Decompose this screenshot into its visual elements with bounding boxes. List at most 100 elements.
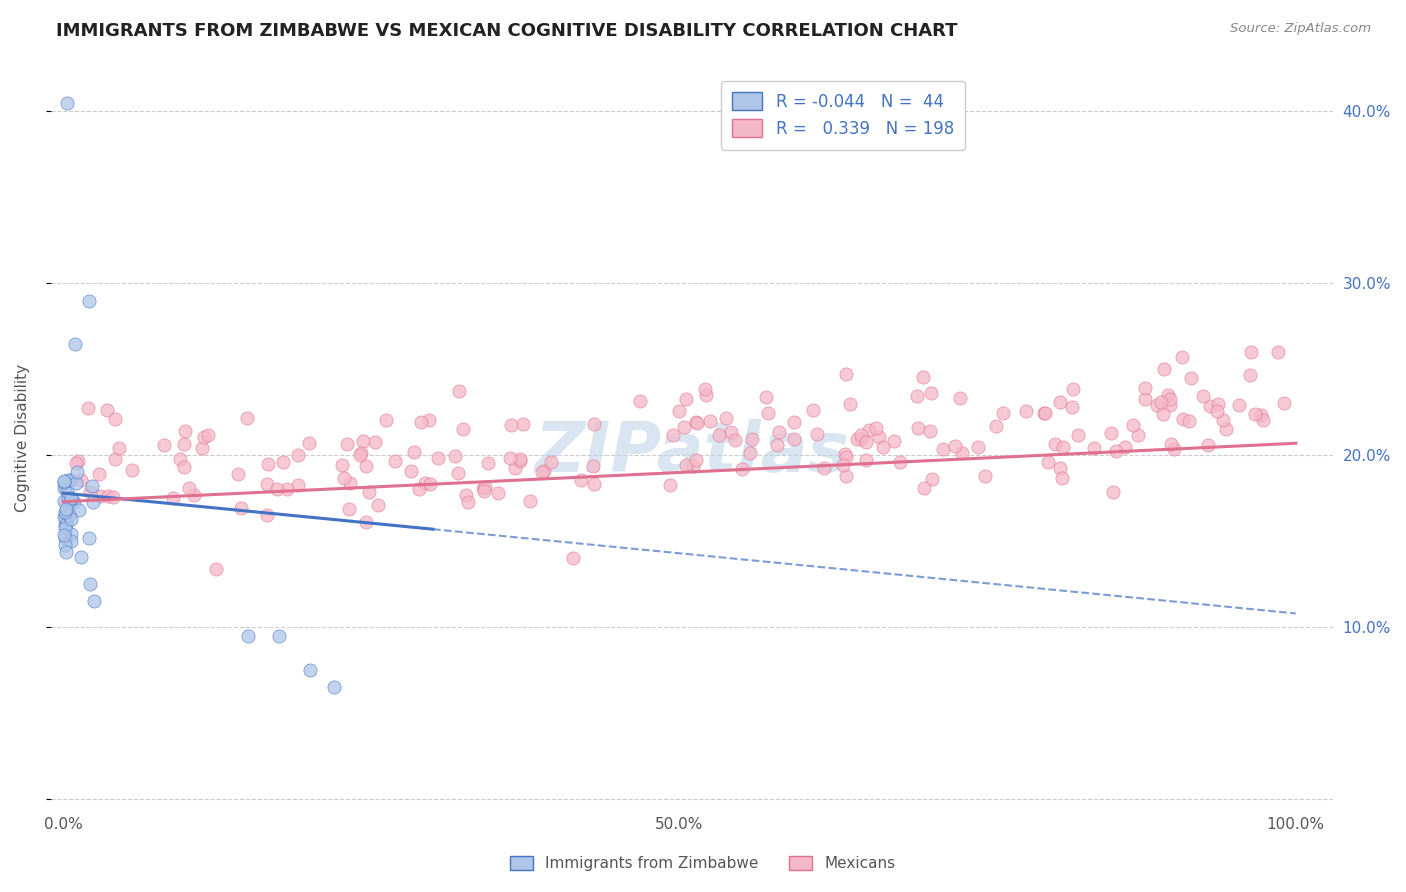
Point (357, 485, 380, 500)
Point (55, 512, 77, 526)
Point (716, 411, 738, 425)
Point (1212, 413, 1234, 427)
Point (256, 457, 278, 471)
Point (1126, 428, 1149, 442)
Point (402, 445, 425, 459)
Point (337, 502, 360, 516)
Point (707, 427, 730, 442)
Point (108, 441, 131, 455)
Point (1163, 442, 1185, 456)
Point (530, 465, 553, 479)
Point (889, 455, 911, 469)
Point (658, 478, 681, 492)
Point (323, 681, 346, 695)
Point (1239, 368, 1261, 382)
Point (1033, 406, 1056, 420)
Point (911, 370, 934, 384)
Point (1060, 400, 1083, 414)
Point (628, 393, 651, 408)
Point (766, 438, 789, 452)
Point (973, 468, 995, 483)
Point (226, 467, 249, 481)
Point (256, 508, 278, 523)
Point (533, 465, 555, 479)
Point (104, 412, 127, 426)
Point (755, 390, 778, 404)
Point (53, 475, 76, 489)
Legend: R = -0.044   N =  44, R =   0.339   N = 198: R = -0.044 N = 44, R = 0.339 N = 198 (721, 80, 966, 150)
Point (849, 428, 872, 442)
Point (474, 480, 496, 494)
Point (408, 483, 430, 497)
Point (1160, 437, 1182, 451)
Point (673, 420, 696, 434)
Point (519, 494, 541, 508)
Point (298, 436, 321, 450)
Point (367, 499, 389, 513)
Point (845, 432, 868, 446)
Point (699, 414, 721, 428)
Point (720, 425, 742, 439)
Point (65, 456, 87, 470)
Point (298, 663, 321, 677)
Point (97, 489, 120, 503)
Point (806, 427, 828, 442)
Point (835, 469, 858, 483)
Point (477, 456, 499, 470)
Point (675, 458, 697, 472)
Point (1159, 392, 1181, 406)
Point (79, 577, 101, 591)
Point (1157, 388, 1180, 402)
Point (731, 462, 754, 476)
Point (583, 417, 606, 431)
Point (193, 430, 215, 444)
Point (53, 505, 76, 519)
Point (231, 501, 253, 516)
Point (540, 455, 562, 469)
Y-axis label: Cognitive Disability: Cognitive Disability (15, 364, 30, 512)
Point (276, 482, 298, 496)
Point (1135, 392, 1157, 407)
Point (53, 474, 76, 488)
Point (1146, 398, 1168, 412)
Point (1038, 455, 1060, 469)
Point (1049, 394, 1071, 409)
Point (427, 450, 450, 465)
Point (413, 476, 436, 491)
Point (419, 477, 441, 491)
Point (1033, 406, 1056, 420)
Point (838, 397, 860, 411)
Point (907, 421, 929, 435)
Point (58, 473, 80, 487)
Point (162, 491, 184, 506)
Point (1122, 418, 1144, 433)
Point (1192, 389, 1215, 403)
Point (53, 521, 76, 535)
Point (1067, 428, 1090, 442)
Point (60, 527, 83, 541)
Point (662, 427, 685, 442)
Point (399, 464, 422, 478)
Point (53, 538, 76, 552)
Point (447, 467, 470, 481)
Point (685, 452, 707, 467)
Point (55, 501, 77, 516)
Point (693, 382, 716, 396)
Point (330, 458, 353, 472)
Point (685, 415, 707, 429)
Point (190, 442, 212, 456)
Point (675, 392, 697, 406)
Point (1114, 441, 1136, 455)
Point (472, 481, 495, 495)
Point (1153, 362, 1175, 376)
Point (82, 495, 104, 509)
Point (60, 491, 83, 506)
Point (55, 545, 77, 559)
Point (287, 448, 309, 462)
Point (63, 336, 86, 351)
Point (339, 475, 361, 490)
Point (1227, 398, 1250, 412)
Point (173, 436, 195, 450)
Point (768, 425, 790, 439)
Point (1159, 398, 1181, 412)
